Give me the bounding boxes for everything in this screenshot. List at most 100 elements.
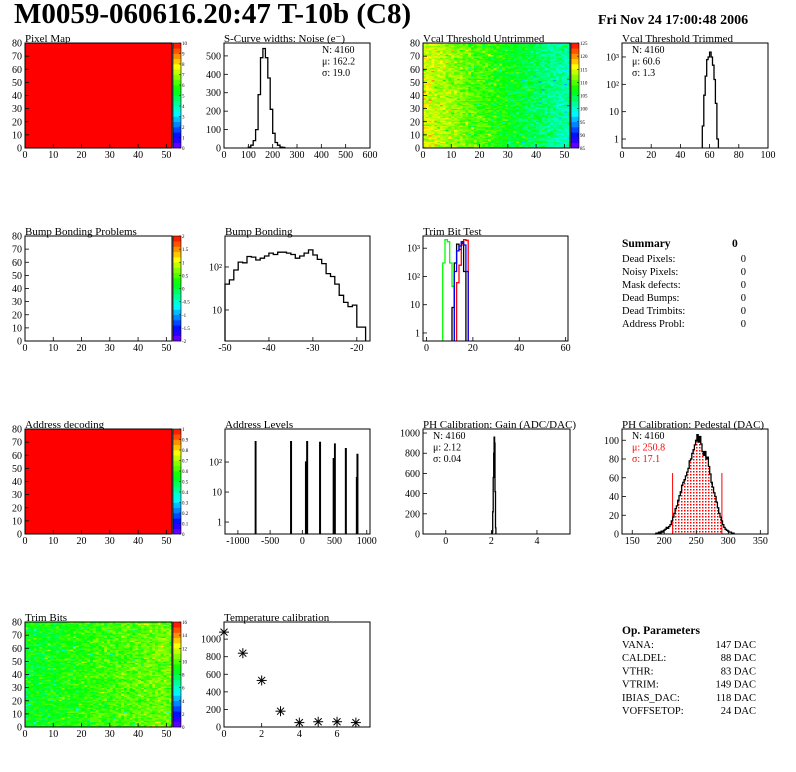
heatmap-cell <box>550 50 554 53</box>
heatmap-cell <box>476 99 480 102</box>
heatmap-cell <box>485 71 489 74</box>
heatmap-cell <box>442 120 446 123</box>
heatmap-cell <box>473 111 478 113</box>
heatmap-cell <box>454 91 458 94</box>
heatmap-cell <box>448 104 452 107</box>
heatmap-cell <box>27 670 31 673</box>
heatmap-cell <box>431 103 435 105</box>
heatmap-cell <box>513 70 517 73</box>
heatmap-cell <box>476 43 480 45</box>
heatmap-cell <box>476 46 480 49</box>
colorbar-band <box>571 85 579 91</box>
heatmap-cell <box>561 50 565 53</box>
heatmap-cell <box>493 94 497 96</box>
heatmap-cell <box>530 54 534 57</box>
heatmap-cell <box>462 132 466 134</box>
heatmap-cell <box>459 62 463 65</box>
heatmap-cell <box>459 127 463 129</box>
heatmap-cell <box>553 111 557 113</box>
heatmap-cell <box>533 56 537 58</box>
heatmap-cell <box>502 111 506 113</box>
heatmap-cell <box>445 127 449 129</box>
heatmap-cell <box>476 124 480 126</box>
heatmap-cell <box>504 61 509 63</box>
heatmap-cell <box>488 66 492 69</box>
heatmap-cell <box>459 73 463 75</box>
heatmap-cell <box>516 77 520 79</box>
heatmap-cell <box>445 74 449 77</box>
heatmap-cell <box>434 81 438 83</box>
heatmap-cell <box>513 99 517 102</box>
heatmap-cell <box>538 86 543 88</box>
heatmap-cell <box>471 92 475 95</box>
heatmap-cell <box>485 104 489 107</box>
heatmap-cell <box>507 64 511 66</box>
heatmap-cell <box>519 49 523 52</box>
heatmap-cell <box>482 132 486 134</box>
heatmap-cell <box>550 62 554 65</box>
heatmap-cell <box>524 120 528 123</box>
heatmap-cell <box>476 87 480 90</box>
heatmap-cell <box>533 66 537 69</box>
heatmap-cell <box>533 87 537 90</box>
heatmap-cell <box>555 82 559 84</box>
heatmap-cell <box>510 57 514 60</box>
heatmap-cell <box>454 145 458 147</box>
heatmap-cell <box>471 65 475 67</box>
heatmap-cell <box>459 77 463 79</box>
heatmap-cell <box>502 113 506 116</box>
heatmap-cell <box>468 108 472 111</box>
heatmap-cell <box>507 144 511 146</box>
heatmap-cell <box>428 83 432 86</box>
heatmap-cell <box>555 62 559 65</box>
y-tick-label: 10 <box>410 300 420 311</box>
heatmap-cell <box>25 624 29 627</box>
heatmap-cell <box>471 115 475 117</box>
heatmap-cell <box>30 681 34 683</box>
x-tick-label: 300 <box>721 536 736 547</box>
heatmap-cell <box>504 77 509 79</box>
heatmap-cell <box>431 79 435 82</box>
heatmap-cell <box>468 57 472 60</box>
heatmap-cell <box>536 91 540 94</box>
heatmap-cell <box>567 58 571 61</box>
y-tick-label: 10 <box>12 516 22 527</box>
heatmap-cell <box>437 138 441 141</box>
heatmap-cell <box>564 116 568 119</box>
heatmap-cell <box>30 640 34 642</box>
heatmap-cell <box>547 128 551 130</box>
heatmap-cell <box>473 70 478 73</box>
heatmap-cell <box>448 79 452 82</box>
heatmap-cell <box>482 137 486 140</box>
chart-title: Bump Bonding Problems <box>25 226 137 238</box>
heatmap-cell <box>516 60 520 62</box>
heatmap-cell <box>451 45 455 48</box>
heatmap-cell <box>434 103 438 105</box>
heatmap-cell <box>513 136 517 138</box>
heatmap-cell <box>561 57 565 60</box>
heatmap-cell <box>538 95 543 98</box>
heatmap-cell <box>504 86 509 88</box>
heatmap-cell <box>524 77 528 79</box>
heatmap-cell <box>544 88 548 91</box>
heatmap-cell <box>502 145 506 147</box>
heatmap-cell <box>493 61 497 63</box>
heatmap-cell <box>564 117 568 120</box>
heatmap-cell <box>538 45 543 48</box>
heatmap-cell <box>428 132 432 134</box>
x-tick-label: 250 <box>689 536 704 547</box>
heatmap-cell <box>442 49 446 52</box>
heatmap-cell <box>454 120 458 123</box>
heatmap-cell <box>524 113 528 116</box>
heatmap-cell <box>471 119 475 121</box>
heatmap-cell <box>550 138 554 141</box>
heatmap-cell <box>454 133 458 136</box>
heatmap-cell <box>516 58 520 61</box>
heatmap-cell <box>445 75 449 78</box>
heatmap-cell <box>451 144 455 146</box>
heatmap-cell <box>513 91 517 94</box>
heatmap-cell <box>553 46 557 49</box>
heatmap-cell <box>499 65 503 67</box>
heatmap-cell <box>490 99 494 102</box>
heatmap-cell <box>536 54 540 57</box>
